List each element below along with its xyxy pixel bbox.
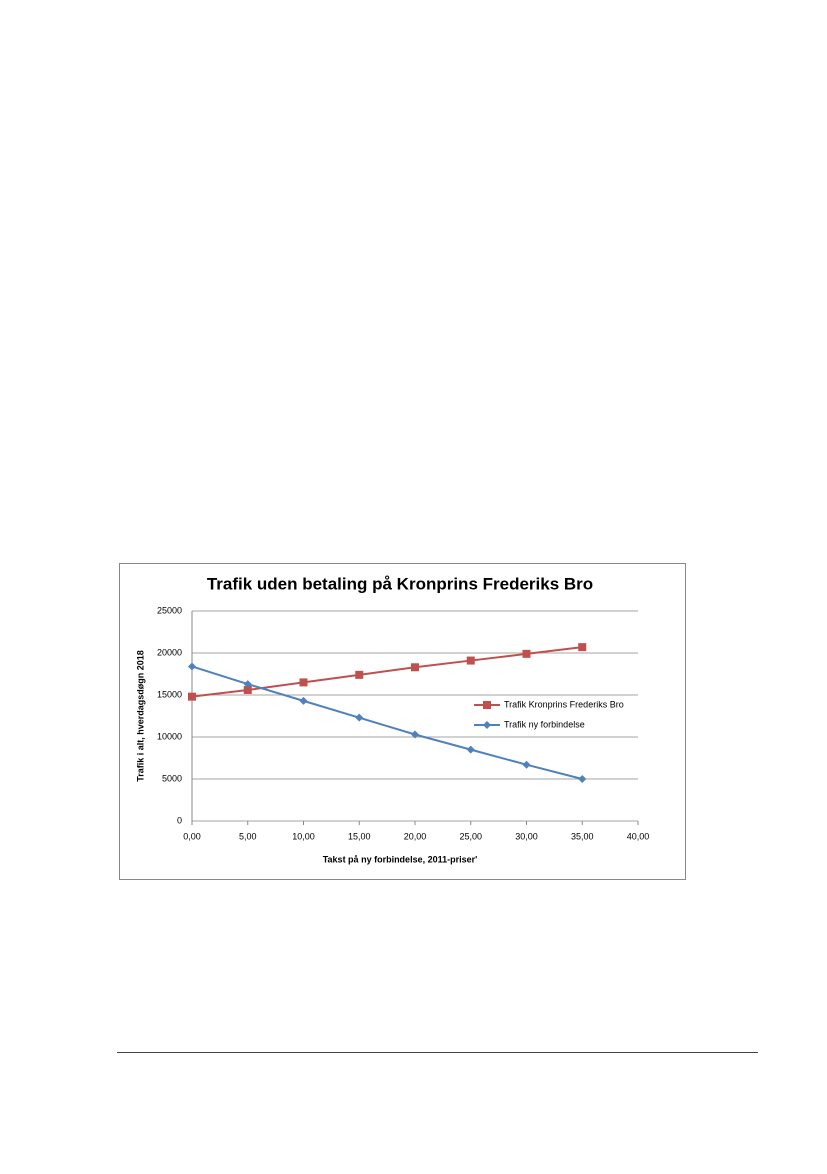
marker [466,656,475,665]
marker [243,680,252,689]
marker [483,721,491,729]
x-tick-label: 35,00 [571,831,594,841]
marker [466,745,475,754]
marker [243,685,252,694]
x-tick-label: 0,00 [183,831,201,841]
legend-label: Trafik Kronprins Frederiks Bro [504,699,624,709]
x-tick-label: 30,00 [515,831,538,841]
x-tick-label: 40,00 [627,831,650,841]
marker [483,701,491,709]
y-tick-label: 15000 [157,689,182,699]
y-tick-label: 25000 [157,605,182,615]
series-line [191,665,583,780]
y-tick-label: 5000 [162,773,182,783]
y-axis-label: Trafik i alt, hverdagsdøgn 2018 [135,650,145,782]
marker [411,730,419,739]
x-tick-label: 25,00 [459,831,482,841]
legend-label: Trafik ny forbindelse [504,719,585,729]
y-tick-label: 20000 [157,647,182,657]
x-axis-label: Takst på ny forbindelse, 2011-priser' [323,854,478,864]
marker [522,649,531,658]
y-tick-label: 10000 [157,731,182,741]
chart-frame [119,563,686,880]
marker [355,670,364,679]
x-tick-label: 20,00 [404,831,427,841]
marker [299,678,308,687]
x-tick-label: 10,00 [292,831,315,841]
marker [578,643,587,652]
marker [299,696,308,705]
chart-title: Trafik uden betaling på Kronprins Freder… [207,574,593,593]
x-tick-label: 5,00 [239,831,257,841]
x-tick-label: 15,00 [348,831,371,841]
series-line [191,646,583,698]
marker [188,692,196,701]
marker [188,662,196,671]
marker [355,713,364,722]
marker [411,663,419,672]
y-tick-label: 0 [177,815,182,825]
marker [522,760,531,769]
marker [578,775,587,783]
